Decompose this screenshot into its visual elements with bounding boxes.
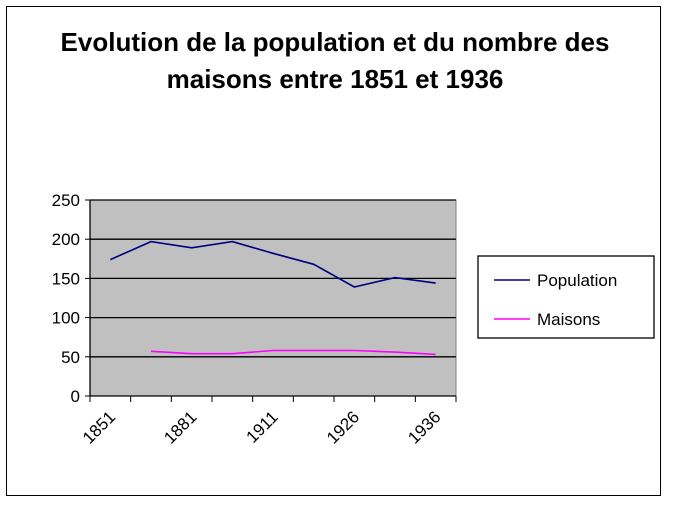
y-tick-label: 0 <box>71 387 80 406</box>
legend-label: Maisons <box>537 310 600 329</box>
y-tick-label: 100 <box>52 309 80 328</box>
legend: Population Maisons <box>477 255 655 339</box>
y-tick-label: 250 <box>52 191 80 210</box>
series-line-population <box>109 240 436 288</box>
series-group <box>109 240 436 356</box>
plot-area <box>89 199 457 397</box>
x-tick-label: 1911 <box>243 407 282 446</box>
x-tick-label: 1936 <box>404 407 444 447</box>
x-tick-label: 1881 <box>160 407 200 447</box>
x-tick-label: 1851 <box>79 407 119 447</box>
legend-label: Population <box>537 271 617 290</box>
series-line-maisons <box>150 349 436 356</box>
chart-title: Evolution de la population et du nombre … <box>60 27 610 94</box>
y-tick-label: 150 <box>52 269 80 288</box>
x-tick-label: 1926 <box>323 407 363 447</box>
legend-box <box>477 255 655 339</box>
y-tick-label: 50 <box>61 348 80 367</box>
y-tick-label: 200 <box>52 230 80 249</box>
